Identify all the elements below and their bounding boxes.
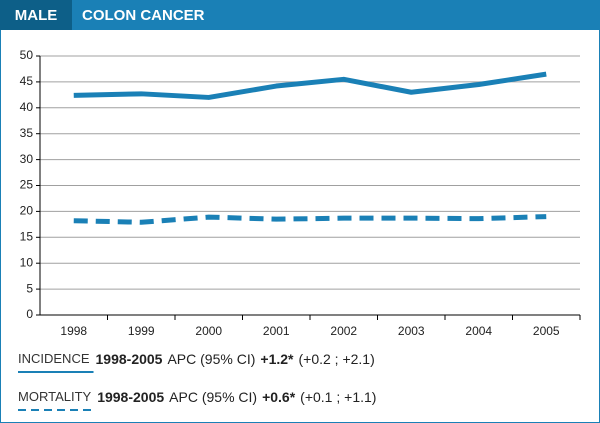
y-tick-label: 0 [26, 307, 33, 321]
legend-label: INCIDENCE [18, 351, 90, 366]
ci: (+0.1 ; +1.1) [300, 389, 376, 405]
header-sex-box [0, 0, 72, 30]
x-tick-label: 2004 [465, 324, 492, 338]
y-tick-label: 10 [20, 255, 34, 269]
x-tick-label: 1998 [60, 324, 87, 338]
apc: +1.2* [260, 351, 294, 367]
header-sex: MALE [15, 7, 58, 24]
y-tick-label: 50 [20, 48, 34, 62]
measure: APC (95% CI) [169, 389, 257, 405]
y-tick-label: 40 [20, 100, 34, 114]
period: 1998-2005 [97, 389, 164, 405]
x-tick-label: 2003 [398, 324, 425, 338]
series-line [73, 214, 547, 225]
x-tick-label: 2000 [195, 324, 222, 338]
x-tick-label: 2002 [330, 324, 357, 338]
legend-row: MORTALITY 1998-2005 APC (95% CI) +0.6* (+0.1… [18, 389, 376, 405]
chart-title: COLON CANCER [82, 7, 205, 24]
y-tick-label: 5 [26, 281, 33, 295]
y-tick-label: 45 [20, 74, 34, 88]
x-tick-label: 2001 [263, 324, 290, 338]
header-band [0, 0, 600, 30]
legend-label: MORTALITY [18, 389, 92, 404]
y-tick-label: 35 [20, 126, 34, 140]
apc: +0.6* [262, 389, 296, 405]
y-tick-label: 25 [20, 178, 34, 192]
y-tick-label: 30 [20, 152, 34, 166]
y-tick-label: 20 [20, 204, 34, 218]
x-tick-label: 1999 [128, 324, 155, 338]
period: 1998-2005 [96, 351, 163, 367]
x-tick-label: 2005 [533, 324, 560, 338]
measure: APC (95% CI) [167, 351, 255, 367]
legend-row: INCIDENCE 1998-2005 APC (95% CI) +1.2* (+0.2… [18, 351, 375, 367]
ci: (+0.2 ; +2.1) [298, 351, 374, 367]
y-tick-label: 15 [20, 229, 34, 243]
series-line [73, 71, 547, 100]
